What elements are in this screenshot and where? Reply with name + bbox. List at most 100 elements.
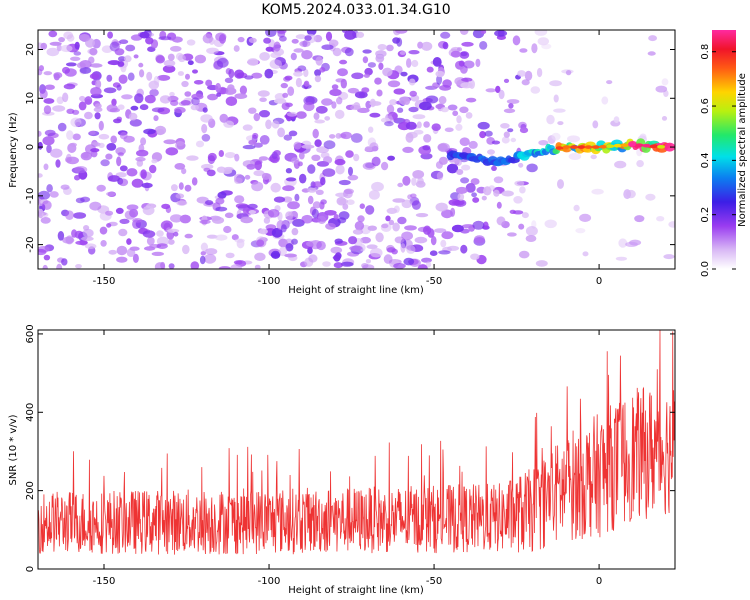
heatmap-cell xyxy=(412,170,425,179)
heatmap-cell xyxy=(162,65,176,73)
heatmap-cell xyxy=(408,50,420,55)
heatmap-cell xyxy=(74,174,81,181)
heatmap-cell xyxy=(303,80,310,87)
heatmap-cell xyxy=(555,146,564,150)
heatmap-cell xyxy=(333,262,343,269)
heatmap-cell xyxy=(557,179,564,189)
heatmap-cell xyxy=(130,34,143,41)
heatmap-cell xyxy=(223,120,235,128)
heatmap-cell xyxy=(307,195,314,205)
heatmap-cell xyxy=(172,36,183,43)
heatmap-cell xyxy=(228,68,235,79)
heatmap-cell xyxy=(81,236,94,241)
heatmap-cell xyxy=(519,186,526,194)
heatmap-cell xyxy=(364,146,373,152)
heatmap-cell xyxy=(549,80,562,87)
heatmap-cell xyxy=(251,72,263,79)
heatmap-cell xyxy=(639,133,647,140)
heatmap-cell xyxy=(592,120,599,129)
heatmap-cell xyxy=(297,161,303,167)
heatmap-cell xyxy=(319,67,326,73)
heatmap-cell xyxy=(321,98,333,106)
heatmap-cell xyxy=(448,199,461,206)
heatmap-cell xyxy=(248,139,257,145)
heatmap-cell xyxy=(512,35,521,46)
heatmap-cell xyxy=(194,54,206,64)
heatmap-cell xyxy=(628,142,637,147)
heatmap-cell xyxy=(436,171,444,181)
heatmap-cell xyxy=(175,193,185,199)
y-tick-label: 0 xyxy=(25,566,36,572)
heatmap-cell xyxy=(252,132,259,139)
heatmap-cell xyxy=(565,70,572,76)
heatmap-cell xyxy=(351,133,363,143)
heatmap-cell xyxy=(367,62,376,68)
heatmap-cell xyxy=(465,112,473,119)
heatmap-cell xyxy=(655,85,668,93)
heatmap-cell xyxy=(405,132,414,143)
heatmap-cell xyxy=(579,213,592,222)
heatmap-cell xyxy=(90,148,100,153)
heatmap-cell xyxy=(106,74,113,82)
heatmap-cell xyxy=(614,160,627,169)
heatmap-cell xyxy=(535,260,548,267)
heatmap-cell xyxy=(170,100,179,106)
heatmap-cell xyxy=(113,118,122,124)
heatmap-cell xyxy=(353,153,360,162)
heatmap-cell xyxy=(206,47,219,54)
heatmap-cell xyxy=(618,238,628,248)
heatmap-cell xyxy=(480,30,487,34)
heatmap-cell xyxy=(108,175,120,182)
heatmap-cell xyxy=(348,166,353,176)
heatmap-cell xyxy=(312,128,319,139)
heatmap-cell xyxy=(214,234,228,241)
heatmap-cell xyxy=(60,44,73,53)
heatmap-cell xyxy=(116,245,128,256)
heatmap-cell xyxy=(362,49,372,54)
heatmap-cell xyxy=(364,67,373,76)
heatmap-cell xyxy=(103,87,117,94)
heatmap-cell xyxy=(299,40,311,48)
heatmap-cell xyxy=(180,100,191,106)
heatmap-cell xyxy=(568,153,582,160)
heatmap-cell xyxy=(259,97,267,102)
heatmap-cell xyxy=(337,217,347,224)
heatmap-cell xyxy=(206,234,218,239)
heatmap-cell xyxy=(290,52,297,61)
heatmap-cell xyxy=(635,143,644,147)
heatmap-cell xyxy=(441,209,453,219)
heatmap-cell xyxy=(129,208,139,218)
x-tick-label: -50 xyxy=(426,276,442,287)
heatmap-cell xyxy=(184,184,192,192)
snr-y-axis-label: SNR (10 * v/v) xyxy=(8,414,19,485)
heatmap-cell xyxy=(216,57,229,68)
heatmap-cell xyxy=(369,112,381,118)
heatmap-cell xyxy=(503,131,510,138)
heatmap-cell xyxy=(432,57,442,67)
heatmap-cell xyxy=(96,184,106,192)
heatmap-cell xyxy=(227,84,235,91)
heatmap-cell xyxy=(140,137,147,146)
heatmap-cell xyxy=(402,175,411,186)
heatmap-cell xyxy=(80,196,91,203)
heatmap-cell xyxy=(108,249,117,255)
heatmap-cell xyxy=(282,196,293,203)
heatmap-cell xyxy=(76,62,86,69)
heatmap-cell xyxy=(191,177,198,186)
heatmap-cell xyxy=(461,164,471,171)
heatmap-cell xyxy=(301,144,315,149)
heatmap-cell xyxy=(479,131,486,139)
heatmap-cell xyxy=(248,37,257,44)
heatmap-cell xyxy=(463,60,475,69)
heatmap-cell xyxy=(258,156,269,161)
x-tick-label: -100 xyxy=(258,576,281,587)
heatmap-cell xyxy=(307,164,316,174)
heatmap-cell xyxy=(403,97,411,105)
heatmap-cell xyxy=(510,137,517,143)
heatmap-cell xyxy=(115,172,127,178)
heatmap-cell xyxy=(606,144,615,148)
heatmap-cell xyxy=(401,231,413,241)
heatmap-cell xyxy=(525,235,537,242)
heatmap-cell xyxy=(661,78,669,86)
